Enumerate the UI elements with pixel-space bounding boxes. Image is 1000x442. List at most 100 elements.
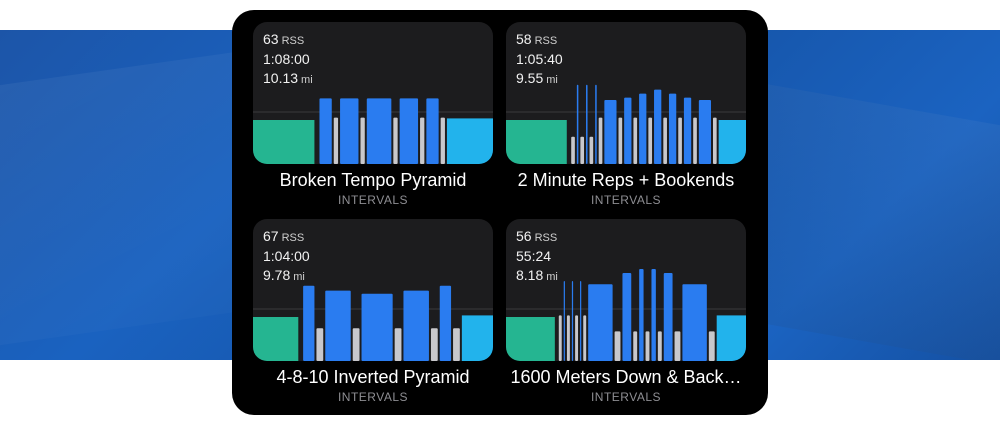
workout-category: INTERVALS <box>337 390 409 404</box>
cooldown-bar <box>716 315 746 361</box>
workout-card-2[interactable]: 58 RSS 1:05:40 9.55 mi <box>506 22 746 164</box>
work-bar <box>439 285 452 361</box>
rss-unit: RSS <box>281 35 305 47</box>
distance-value: 10.13 <box>263 70 299 86</box>
recovery-bar <box>583 315 587 361</box>
rss-stat: 58 RSS <box>516 31 557 49</box>
duration-stat: 1:08:00 <box>263 51 310 67</box>
recovery-bar <box>633 117 638 164</box>
recovery-bar <box>430 328 438 361</box>
work-bar <box>361 293 393 361</box>
distance-stat: 10.13 mi <box>263 70 313 88</box>
cooldown-bar <box>446 118 493 164</box>
recovery-bar <box>618 117 623 164</box>
distance-stat: 9.78 mi <box>263 267 305 285</box>
work-bar <box>651 269 656 361</box>
rss-value: 63 <box>263 31 279 47</box>
work-bar <box>639 93 647 164</box>
work-bar <box>426 98 439 164</box>
recovery-bar <box>394 328 402 361</box>
workout-grid-panel: 63 RSS 1:08:00 10.13 mi 58 RSS 1:05:40 9.55… <box>232 10 768 415</box>
recovery-bar <box>663 117 667 164</box>
recovery-bar <box>393 117 398 164</box>
recovery-bar <box>693 117 697 164</box>
work-bar <box>654 89 662 164</box>
workout-title[interactable]: 1600 Meters Down & Back… <box>510 367 742 387</box>
recovery-bar <box>420 117 425 164</box>
workout-card-4[interactable]: 56 RSS 55:24 8.18 mi <box>506 219 746 361</box>
recovery-bar <box>558 315 562 361</box>
recovery-bar <box>648 117 653 164</box>
duration-stat: 1:05:40 <box>516 51 563 67</box>
work-bar <box>303 285 315 361</box>
warmup-bar <box>506 120 567 164</box>
recovery-bar <box>333 117 339 164</box>
rss-value: 67 <box>263 228 279 244</box>
warmup-bar <box>253 317 299 361</box>
recovery-bar <box>580 136 585 164</box>
work-bar <box>319 98 332 164</box>
workout-category: INTERVALS <box>337 193 409 207</box>
distance-value: 9.78 <box>263 267 291 283</box>
work-bar <box>604 100 617 164</box>
workout-structure-chart <box>506 84 746 164</box>
recovery-bar <box>571 136 575 164</box>
work-bar <box>399 98 419 164</box>
distance-unit: mi <box>301 74 313 86</box>
recovery-bar <box>708 331 715 361</box>
rss-stat: 63 RSS <box>263 31 304 49</box>
workout-title[interactable]: Broken Tempo Pyramid <box>279 170 467 190</box>
recovery-bar <box>566 315 570 361</box>
work-bar <box>682 284 707 361</box>
recovery-bar <box>614 331 621 361</box>
work-bar <box>403 290 429 361</box>
workout-title[interactable]: 2 Minute Reps + Bookends <box>517 170 735 190</box>
work-bar <box>576 84 579 164</box>
work-bar <box>340 98 359 164</box>
recovery-bar <box>453 328 460 361</box>
recovery-bar <box>713 117 717 164</box>
workout-card-1[interactable]: 63 RSS 1:08:00 10.13 mi <box>253 22 493 164</box>
recovery-bar <box>575 315 579 361</box>
work-bar <box>588 284 613 361</box>
work-bar <box>698 100 712 164</box>
distance-stat: 9.55 mi <box>516 70 558 88</box>
distance-value: 8.18 <box>516 267 544 283</box>
work-bar <box>571 281 574 361</box>
recovery-bar <box>678 117 682 164</box>
workout-card-3[interactable]: 67 RSS 1:04:00 9.78 mi <box>253 219 493 361</box>
workout-structure-chart <box>253 98 493 164</box>
rss-value: 56 <box>516 228 532 244</box>
recovery-bar <box>316 328 324 361</box>
work-bar <box>563 281 565 361</box>
work-bar <box>586 84 588 164</box>
rss-stat: 56 RSS <box>516 228 557 246</box>
cooldown-bar <box>461 315 493 361</box>
recovery-bar <box>598 117 603 164</box>
recovery-bar <box>589 136 594 164</box>
rss-unit: RSS <box>281 232 305 244</box>
recovery-bar <box>633 331 638 361</box>
recovery-bar <box>645 331 650 361</box>
workout-title[interactable]: 4-8-10 Inverted Pyramid <box>276 367 470 387</box>
recovery-bar <box>360 117 365 164</box>
recovery-bar <box>440 117 445 164</box>
work-bar <box>663 273 673 361</box>
work-bar <box>325 290 351 361</box>
workout-structure-chart <box>506 269 746 361</box>
rss-stat: 67 RSS <box>263 228 304 246</box>
distance-value: 9.55 <box>516 70 544 86</box>
warmup-bar <box>253 120 315 164</box>
work-bar <box>622 273 632 361</box>
rss-unit: RSS <box>534 35 558 47</box>
workout-structure-chart <box>253 285 493 361</box>
rss-value: 58 <box>516 31 532 47</box>
recovery-bar <box>657 331 662 361</box>
rss-unit: RSS <box>534 232 558 244</box>
duration-stat: 1:04:00 <box>263 248 310 264</box>
work-bar <box>624 97 632 164</box>
work-bar <box>683 97 692 164</box>
work-bar <box>580 281 582 361</box>
work-bar <box>366 98 392 164</box>
warmup-bar <box>506 317 555 361</box>
